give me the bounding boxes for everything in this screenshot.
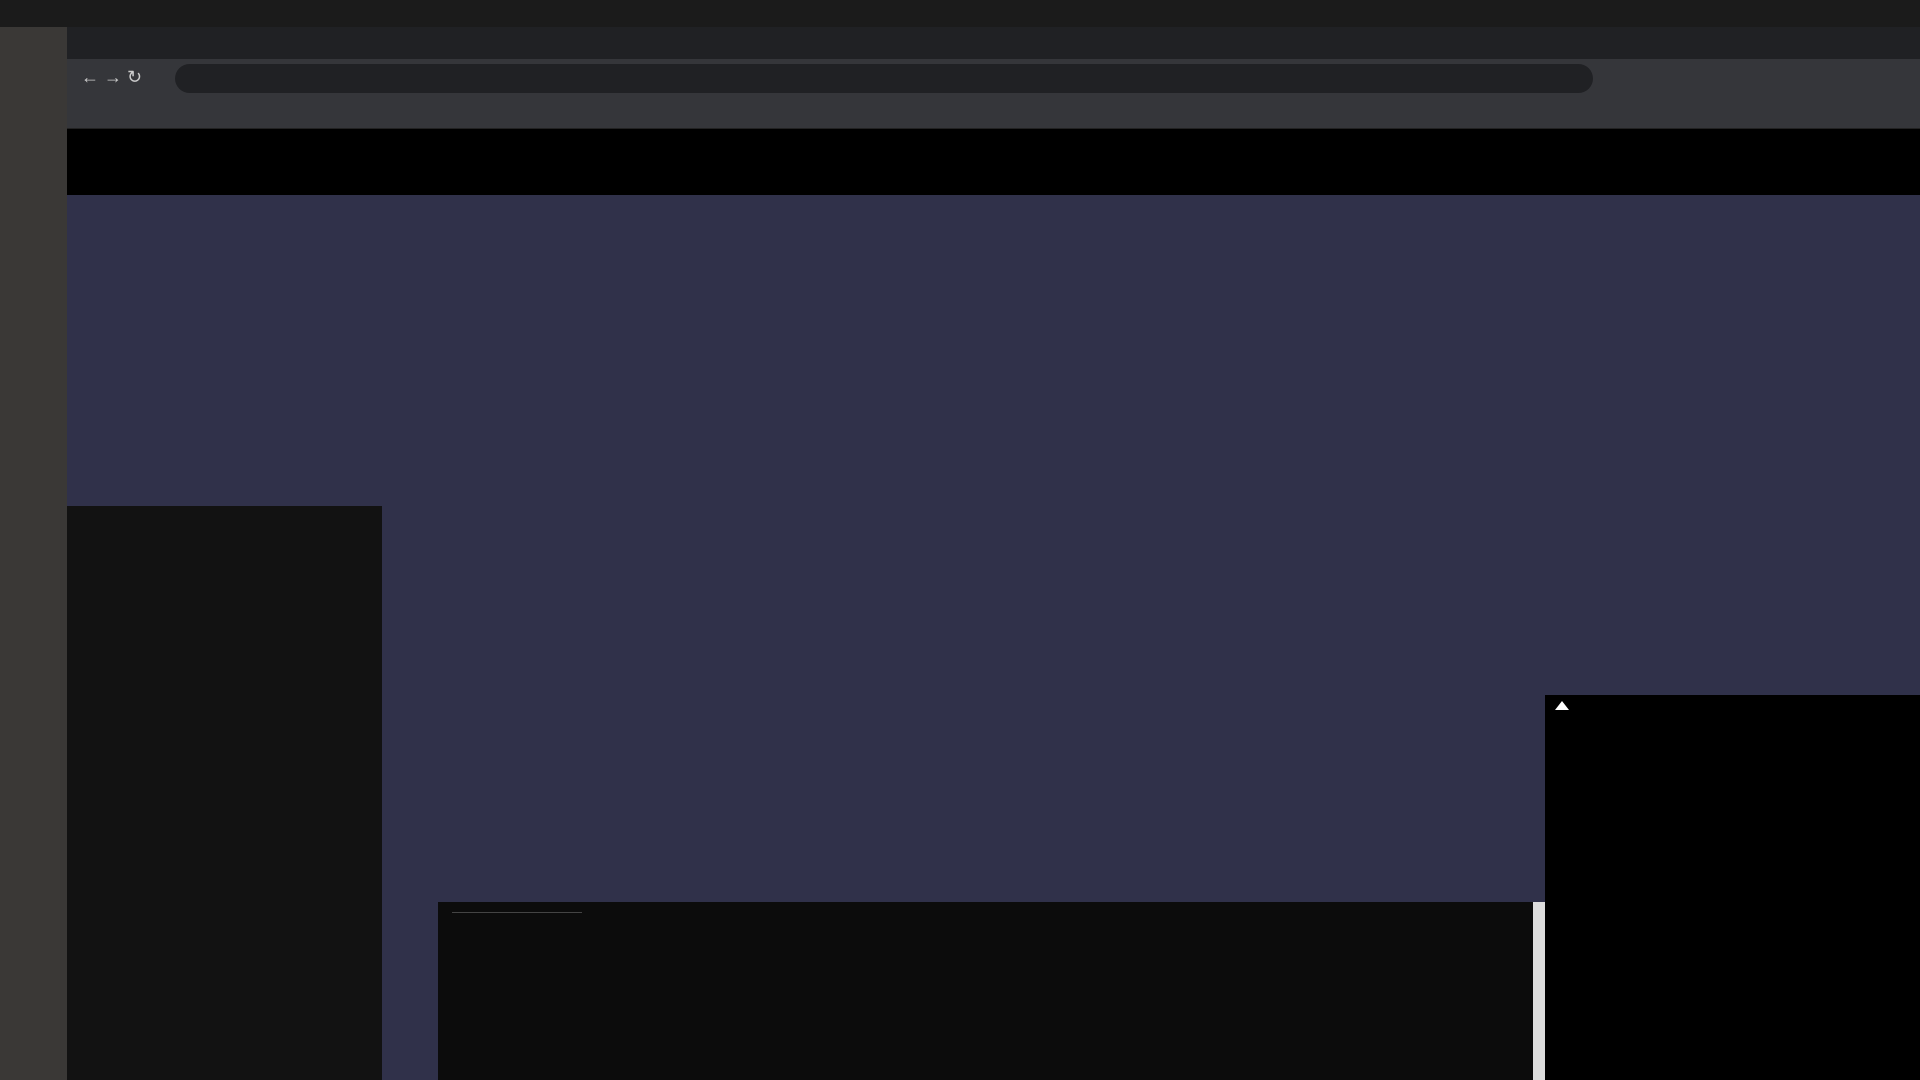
nav-arrows[interactable]: ← → ↻ bbox=[81, 67, 143, 87]
track-type-buttons bbox=[383, 506, 437, 1080]
url-field[interactable] bbox=[175, 64, 1593, 93]
bookmarks-bar bbox=[67, 98, 1920, 129]
collapse-arrow[interactable] bbox=[1555, 701, 1569, 710]
bps-panel bbox=[438, 902, 1545, 1080]
system-bar bbox=[0, 0, 1920, 27]
tab-bar bbox=[67, 27, 1920, 59]
dock bbox=[0, 27, 67, 1080]
address-row: ← → ↻ bbox=[67, 59, 1920, 98]
track-panel bbox=[67, 506, 382, 1080]
settings-gui bbox=[1545, 695, 1920, 1080]
scrollbar[interactable] bbox=[1533, 902, 1545, 1080]
app-nav bbox=[67, 129, 1920, 195]
sort-label bbox=[452, 912, 582, 913]
